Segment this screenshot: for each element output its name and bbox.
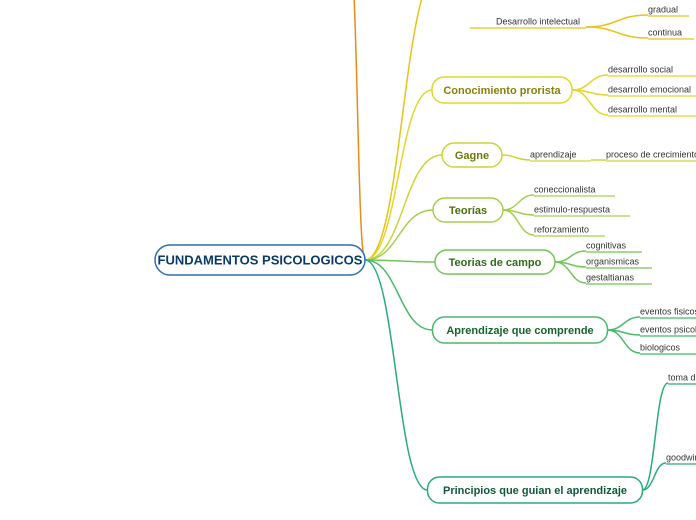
leaf-teorias-1[interactable]: estimulo-respuesta bbox=[534, 204, 610, 214]
leaf-aprendizaje-que-comprende-0[interactable]: eventos fisicos bbox=[640, 306, 696, 316]
branch-label-gagne: Gagne bbox=[455, 150, 489, 162]
offscreen-edge-1 bbox=[365, 0, 440, 260]
leaf-teorias-de-campo-1[interactable]: organismicas bbox=[586, 256, 640, 266]
branch-label-conocimiento-prorista: Conocimiento prorista bbox=[443, 85, 561, 97]
leaf-aprendizaje-que-comprende-1[interactable]: eventos psicologicos bbox=[640, 324, 696, 334]
leaf-edge-aprendizaje-que-comprende-2 bbox=[608, 330, 641, 353]
leaf-edge-desarrollo-intelectual-floating-1 bbox=[586, 27, 648, 38]
offscreen-edge-0 bbox=[350, 0, 365, 260]
leaf-desarrollo-intelectual-floating-1[interactable]: continua bbox=[648, 27, 682, 37]
leaf-principios-que-guian-1[interactable]: goodwin wa bbox=[666, 452, 696, 462]
leaf-principios-que-guian-0[interactable]: toma de dec bbox=[668, 372, 696, 382]
leaf-edge-conocimiento-prorista-0 bbox=[572, 75, 608, 90]
edge-principios-que-guian bbox=[365, 260, 428, 490]
edge-gagne bbox=[365, 155, 442, 260]
leaf-edge-aprendizaje-que-comprende-0 bbox=[608, 317, 641, 330]
leaf-conocimiento-prorista-1[interactable]: desarrollo emocional bbox=[608, 84, 691, 94]
leaf-teorias-de-campo-0[interactable]: cognitivas bbox=[586, 240, 627, 250]
edge-teorias-de-campo bbox=[365, 260, 435, 262]
leaf-desarrollo-intelectual-floating-0[interactable]: gradual bbox=[648, 4, 678, 14]
leaf-edge-desarrollo-intelectual-floating-0 bbox=[586, 15, 648, 27]
floating-desarrollo-intelectual-floating[interactable]: Desarrollo intelectual bbox=[496, 16, 580, 26]
subleaf-gagne-0[interactable]: proceso de crecimiento bbox=[606, 149, 696, 159]
leaf-edge-gagne-0 bbox=[502, 155, 530, 160]
leaf-conocimiento-prorista-2[interactable]: desarrollo mental bbox=[608, 104, 677, 114]
leaf-edge-teorias-0 bbox=[503, 195, 534, 210]
leaf-gagne-0[interactable]: aprendizaje bbox=[530, 149, 577, 159]
leaf-teorias-2[interactable]: reforzamiento bbox=[534, 224, 589, 234]
branch-label-aprendizaje-que-comprende: Aprendizaje que comprende bbox=[446, 325, 593, 337]
leaf-edge-conocimiento-prorista-2 bbox=[572, 90, 608, 115]
branch-label-teorias: Teorías bbox=[449, 205, 487, 217]
leaf-edge-teorias-de-campo-0 bbox=[555, 251, 586, 262]
branch-label-principios-que-guian: Principios que guian el aprendizaje bbox=[443, 485, 627, 497]
leaf-teorias-de-campo-2[interactable]: gestaltianas bbox=[586, 272, 635, 282]
leaf-teorias-0[interactable]: coneccionalista bbox=[534, 184, 596, 194]
root-label: FUNDAMENTOS PSICOLOGICOS bbox=[158, 252, 363, 267]
branch-label-teorias-de-campo: Teorias de campo bbox=[449, 257, 542, 269]
leaf-aprendizaje-que-comprende-2[interactable]: biologicos bbox=[640, 342, 681, 352]
leaf-conocimiento-prorista-0[interactable]: desarrollo social bbox=[608, 64, 673, 74]
leaf-edge-teorias-2 bbox=[503, 210, 534, 235]
